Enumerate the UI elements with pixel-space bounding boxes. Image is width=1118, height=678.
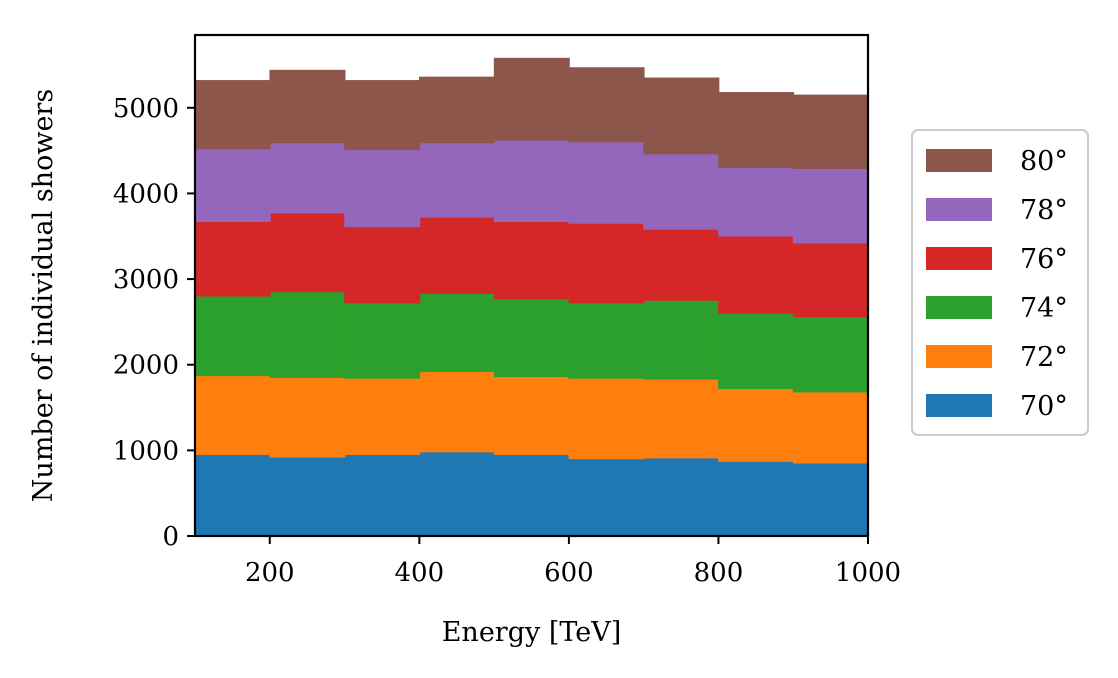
bar-2-0 bbox=[194, 295, 271, 377]
bar-3-6 bbox=[643, 229, 720, 301]
y-tick-label-0: 0 bbox=[162, 522, 179, 552]
bar-5-3 bbox=[419, 76, 496, 144]
bar-3-4 bbox=[493, 221, 570, 300]
bar-0-3 bbox=[419, 451, 496, 537]
bar-0-6 bbox=[643, 457, 720, 537]
legend-swatch-1 bbox=[926, 198, 992, 221]
bar-4-0 bbox=[194, 148, 271, 222]
bar-1-7 bbox=[718, 388, 795, 462]
bar-1-0 bbox=[194, 375, 271, 455]
legend-label-1: 78° bbox=[1020, 195, 1068, 226]
bar-5-0 bbox=[194, 80, 271, 150]
y-tick-label-1: 1000 bbox=[113, 436, 179, 466]
bar-0-4 bbox=[493, 454, 570, 537]
bar-5-7 bbox=[718, 92, 795, 169]
x-tick-label-4: 1000 bbox=[835, 558, 901, 588]
y-tick-label-2: 2000 bbox=[113, 351, 179, 381]
y-tick-label-5: 5000 bbox=[113, 94, 179, 124]
bar-1-2 bbox=[344, 378, 421, 455]
bar-4-2 bbox=[344, 149, 421, 228]
bar-4-4 bbox=[493, 140, 570, 222]
bar-0-7 bbox=[718, 461, 795, 537]
bar-3-0 bbox=[194, 221, 271, 297]
bar-2-5 bbox=[568, 302, 645, 379]
bar-5-5 bbox=[568, 67, 645, 143]
x-tick-label-3: 800 bbox=[694, 558, 744, 588]
y-tick-label-4: 4000 bbox=[113, 179, 179, 209]
bar-5-4 bbox=[493, 57, 570, 141]
bar-4-7 bbox=[718, 167, 795, 237]
legend-label-4: 72° bbox=[1020, 342, 1068, 373]
legend: 80° 78° 76° 74° 72° 70° bbox=[911, 129, 1089, 436]
bar-5-2 bbox=[344, 80, 421, 151]
legend-label-0: 80° bbox=[1020, 146, 1068, 177]
bar-0-0 bbox=[194, 454, 271, 537]
plot-frame bbox=[193, 33, 870, 538]
bar-4-8 bbox=[792, 168, 869, 244]
bar-1-6 bbox=[643, 378, 720, 459]
legend-swatch-0 bbox=[926, 149, 992, 172]
y-axis-label: Number of individual showers bbox=[28, 89, 59, 502]
bar-1-8 bbox=[792, 391, 869, 464]
legend-swatch-3 bbox=[926, 296, 992, 319]
bar-5-8 bbox=[792, 94, 869, 169]
bar-0-8 bbox=[792, 462, 869, 537]
bar-1-5 bbox=[568, 378, 645, 460]
bar-4-1 bbox=[269, 142, 346, 214]
bar-0-5 bbox=[568, 458, 645, 537]
bar-2-2 bbox=[344, 302, 421, 379]
bar-5-1 bbox=[269, 69, 346, 144]
legend-label-5: 70° bbox=[1020, 391, 1068, 422]
bar-1-1 bbox=[269, 377, 346, 458]
bar-3-8 bbox=[792, 242, 869, 318]
x-tick-label-2: 600 bbox=[544, 558, 594, 588]
bar-3-2 bbox=[344, 226, 421, 304]
x-axis-label: Energy [TeV] bbox=[442, 617, 622, 648]
bar-3-5 bbox=[568, 223, 645, 304]
axes-group: 200 400 600 800 1000 0 1000 2000 3000 4000 5000 bbox=[113, 33, 901, 588]
legend-label-3: 74° bbox=[1020, 293, 1068, 324]
x-tick-label-0: 200 bbox=[245, 558, 295, 588]
legend-swatch-5 bbox=[926, 394, 992, 417]
bar-3-1 bbox=[269, 212, 346, 293]
bar-0-1 bbox=[269, 456, 346, 537]
bar-4-3 bbox=[419, 142, 496, 218]
bar-2-7 bbox=[718, 313, 795, 389]
bar-1-3 bbox=[419, 371, 496, 453]
bar-2-6 bbox=[643, 300, 720, 380]
bars-group bbox=[194, 57, 869, 537]
bar-5-6 bbox=[643, 77, 720, 155]
bar-2-3 bbox=[419, 293, 496, 372]
bar-2-1 bbox=[269, 291, 346, 378]
legend-swatch-4 bbox=[926, 345, 992, 368]
bar-1-4 bbox=[493, 376, 570, 455]
legend-swatch-2 bbox=[926, 247, 992, 270]
bar-3-3 bbox=[419, 217, 496, 294]
y-tick-label-3: 3000 bbox=[113, 265, 179, 295]
bar-3-7 bbox=[718, 235, 795, 314]
x-tick-label-1: 400 bbox=[395, 558, 445, 588]
bar-0-2 bbox=[344, 454, 421, 537]
bar-2-8 bbox=[792, 316, 869, 393]
bar-4-6 bbox=[643, 153, 720, 230]
bar-4-5 bbox=[568, 141, 645, 224]
legend-label-2: 76° bbox=[1020, 244, 1068, 275]
bar-2-4 bbox=[493, 298, 570, 378]
